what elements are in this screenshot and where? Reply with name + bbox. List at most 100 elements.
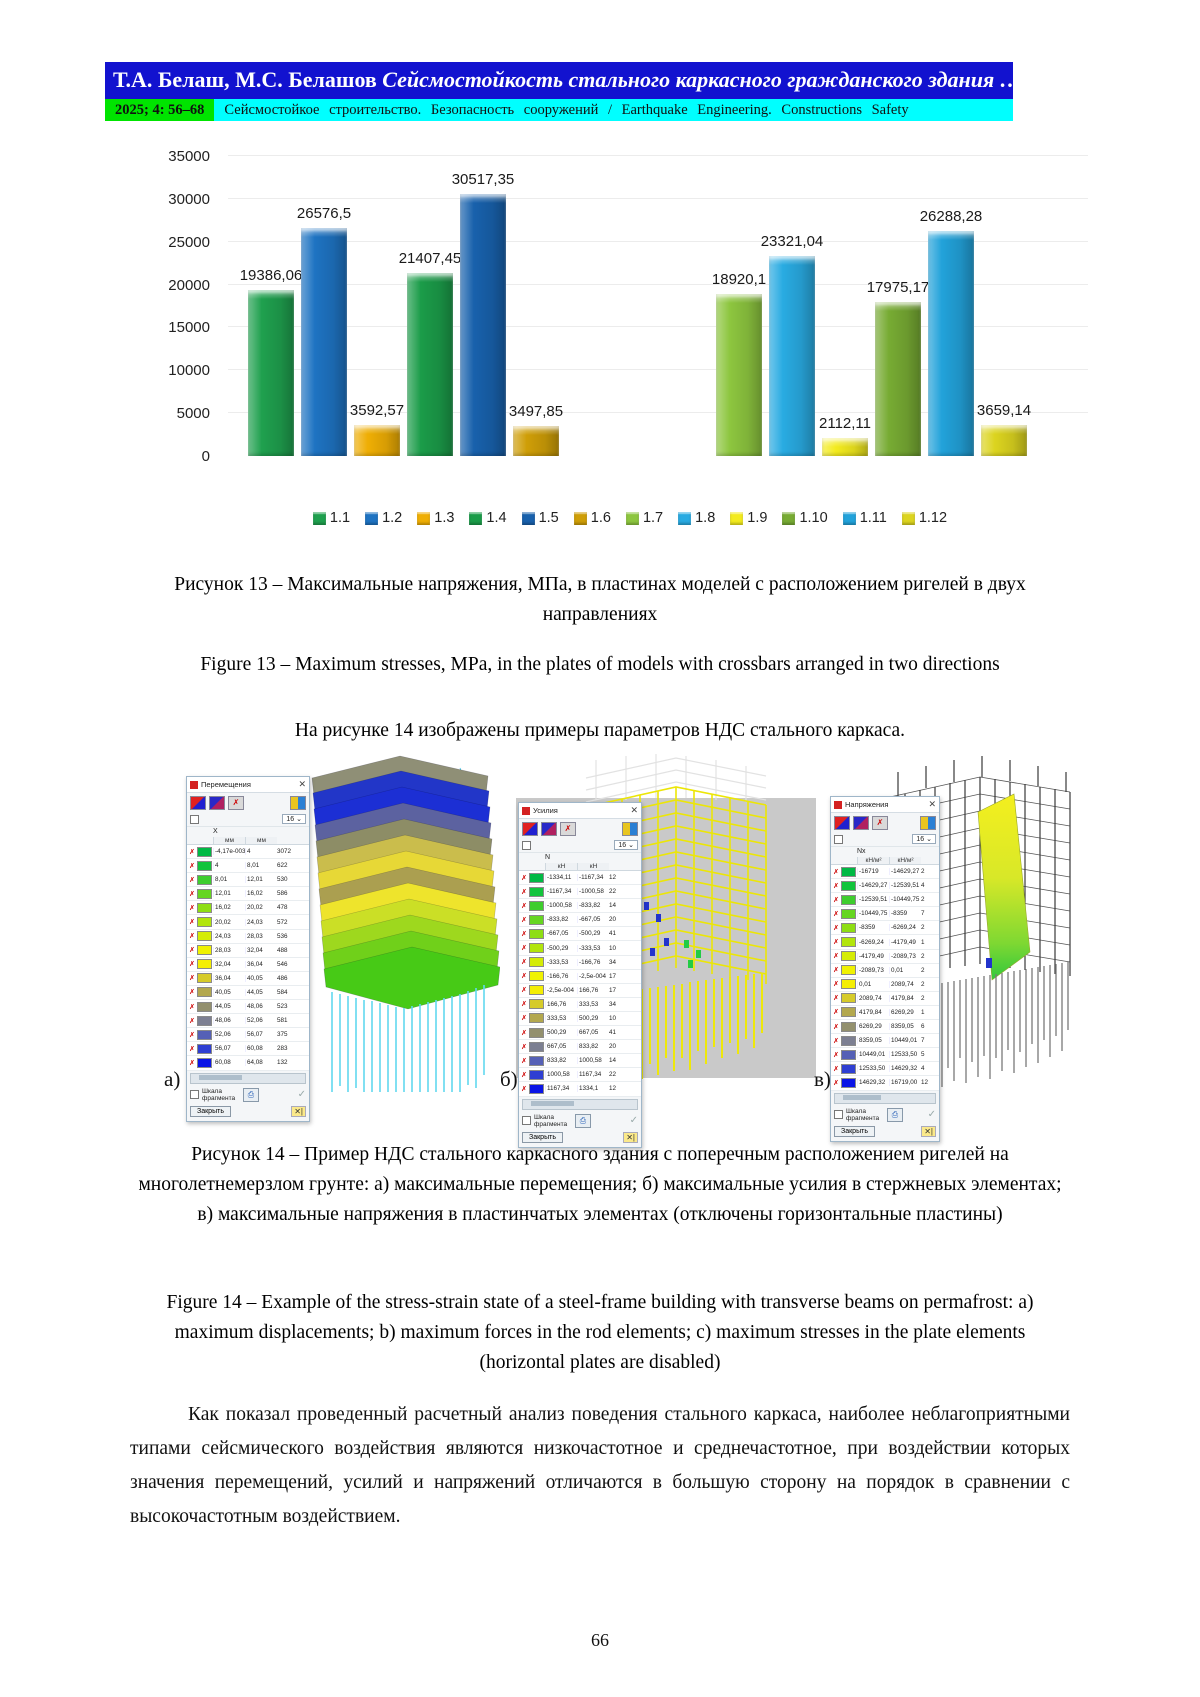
horizontal-scrollbar[interactable]: [522, 1098, 638, 1110]
axes-icon[interactable]: ✕|: [291, 1105, 306, 1117]
scale-row[interactable]: ✗ -4179,49 -2089,73 2: [831, 950, 939, 964]
levels-dropdown[interactable]: 16 ⌄: [912, 834, 936, 844]
horizontal-scrollbar[interactable]: [190, 1072, 306, 1084]
scale-row[interactable]: ✗ 52,06 56,07 375: [187, 1028, 309, 1043]
scale-row[interactable]: ✗ 8,01 12,01 530: [187, 873, 309, 888]
horizontal-scrollbar[interactable]: [834, 1092, 936, 1104]
isolines-icon[interactable]: [541, 822, 557, 836]
scale-row[interactable]: ✗ -8359 -6269,24 2: [831, 921, 939, 936]
fragment-scale-checkbox[interactable]: [834, 1110, 843, 1119]
close-button[interactable]: Закрыть: [522, 1131, 563, 1143]
close-button[interactable]: Закрыть: [834, 1125, 875, 1137]
scale-row[interactable]: ✗ 0,01 2089,74 2: [831, 978, 939, 992]
scale-color-swatch: [841, 866, 856, 877]
dialog-titlebar[interactable]: Перемещения ✕: [187, 777, 309, 793]
snapshot-button[interactable]: ⎙: [575, 1113, 591, 1128]
axes-icon[interactable]: ✕|: [921, 1125, 936, 1137]
clear-icon[interactable]: ✗: [228, 796, 244, 810]
close-icon[interactable]: ✕: [630, 805, 638, 815]
scale-row[interactable]: ✗ 500,29 667,05 41: [519, 1026, 641, 1041]
scale-row[interactable]: ✗ 36,04 40,05 486: [187, 972, 309, 986]
close-icon[interactable]: ✕: [298, 779, 306, 789]
axes-icon[interactable]: ✕|: [623, 1131, 638, 1143]
color-scale-table[interactable]: ✗ -4,17e-003 4 3072 ✗ 4 8,01 622 ✗ 8,01 12,01 530 ✗ 1…: [187, 845, 309, 1071]
scale-row[interactable]: ✗ 12533,50 14629,32 4: [831, 1062, 939, 1077]
scale-row[interactable]: ✗ -1334,11 -1167,34 12: [519, 871, 641, 886]
scale-row[interactable]: ✗ 2089,74 4179,84 2: [831, 992, 939, 1006]
scale-row[interactable]: ✗ 32,04 36,04 546: [187, 958, 309, 972]
scale-row[interactable]: ✗ -667,05 -500,29 41: [519, 927, 641, 942]
fragment-scale-checkbox[interactable]: [190, 1090, 199, 1099]
scale-row[interactable]: ✗ 166,76 333,53 34: [519, 998, 641, 1012]
scale-row[interactable]: ✗ -16719 -14629,27 2: [831, 865, 939, 880]
scale-row[interactable]: ✗ 48,06 52,06 581: [187, 1014, 309, 1029]
levels-dropdown[interactable]: 16 ⌄: [282, 814, 306, 824]
scale-checkbox[interactable]: [834, 834, 843, 844]
gridline: [228, 283, 1088, 285]
apply-icon[interactable]: ✓: [927, 1109, 936, 1120]
levels-dropdown[interactable]: 16 ⌄: [614, 840, 638, 850]
scale-row[interactable]: ✗ -500,29 -333,53 10: [519, 941, 641, 956]
scale-row[interactable]: ✗ -4,17e-003 4 3072: [187, 845, 309, 860]
snapshot-button[interactable]: ⎙: [243, 1087, 259, 1102]
clear-icon[interactable]: ✗: [872, 816, 888, 830]
isofields-icon[interactable]: [522, 822, 538, 836]
scale-row[interactable]: ✗ 16,02 20,02 478: [187, 901, 309, 916]
scale-row[interactable]: ✗ 333,53 500,29 10: [519, 1012, 641, 1027]
scale-row[interactable]: ✗ -833,82 -667,05 20: [519, 913, 641, 928]
axis-tab[interactable]: X: [187, 826, 309, 837]
close-button[interactable]: Закрыть: [190, 1105, 231, 1117]
scale-row[interactable]: ✗ -14629,27 -12539,51 4: [831, 879, 939, 894]
apply-icon[interactable]: ✓: [629, 1115, 638, 1126]
scale-row[interactable]: ✗ 8359,05 10449,01 7: [831, 1034, 939, 1049]
scale-row[interactable]: ✗ 44,05 48,06 523: [187, 1000, 309, 1015]
palette-icon[interactable]: [920, 816, 936, 830]
scale-checkbox[interactable]: [190, 814, 199, 824]
scale-row[interactable]: ✗ 4 8,01 622: [187, 859, 309, 874]
close-icon[interactable]: ✕: [928, 799, 936, 809]
isofields-icon[interactable]: [190, 796, 206, 810]
stress-component-tab[interactable]: Nx: [831, 846, 939, 857]
dialog-titlebar[interactable]: Напряжения ✕: [831, 797, 939, 813]
scale-row[interactable]: ✗ -1000,58 -833,82 14: [519, 899, 641, 914]
scale-row[interactable]: ✗ 4179,84 6269,29 1: [831, 1006, 939, 1021]
legend-swatch: [469, 511, 483, 525]
palette-icon[interactable]: [622, 822, 638, 836]
scale-checkbox[interactable]: [522, 840, 531, 850]
scale-row[interactable]: ✗ -10449,75 -8359 7: [831, 907, 939, 922]
dialog-titlebar[interactable]: Усилия ✕: [519, 803, 641, 819]
apply-icon[interactable]: ✓: [297, 1089, 306, 1100]
scale-row[interactable]: ✗ 1167,34 1334,1 12: [519, 1082, 641, 1097]
isolines-icon[interactable]: [853, 816, 869, 830]
color-scale-table[interactable]: ✗ -1334,11 -1167,34 12 ✗ -1167,34 -1000,58 22 ✗ -…: [519, 871, 641, 1097]
scale-row[interactable]: ✗ 1000,58 1167,34 22: [519, 1068, 641, 1083]
scale-row[interactable]: ✗ 6269,29 8359,05 6: [831, 1020, 939, 1035]
scale-row[interactable]: ✗ 667,05 833,82 20: [519, 1040, 641, 1055]
color-scale-table[interactable]: ✗ -16719 -14629,27 2 ✗ -14629,27 -12539,51 4 ✗ -1…: [831, 865, 939, 1091]
scale-row[interactable]: ✗ 20,02 24,03 572: [187, 915, 309, 930]
scale-row[interactable]: ✗ 833,82 1000,58 14: [519, 1054, 641, 1069]
scale-row[interactable]: ✗ -1167,34 -1000,58 22: [519, 885, 641, 900]
force-component-tab[interactable]: N: [519, 852, 641, 863]
scale-row[interactable]: ✗ -166,76 -2,5e-004 17: [519, 970, 641, 984]
legend-item-1.10: 1.10: [782, 510, 828, 526]
scale-row[interactable]: ✗ 14629,32 16719,00 12: [831, 1076, 939, 1091]
scale-row[interactable]: ✗ 10449,01 12533,50 5: [831, 1048, 939, 1063]
scale-row[interactable]: ✗ 56,07 60,08 283: [187, 1042, 309, 1057]
isofields-icon[interactable]: [834, 816, 850, 830]
scale-row[interactable]: ✗ -2,5e-004 166,76 17: [519, 984, 641, 998]
scale-row[interactable]: ✗ -6269,24 -4179,49 1: [831, 935, 939, 950]
scale-row[interactable]: ✗ -12539,51 -10449,75 2: [831, 893, 939, 908]
scale-row[interactable]: ✗ 24,03 28,03 536: [187, 930, 309, 944]
isolines-icon[interactable]: [209, 796, 225, 810]
clear-icon[interactable]: ✗: [560, 822, 576, 836]
scale-row[interactable]: ✗ -2089,73 0,01 2: [831, 964, 939, 978]
scale-row[interactable]: ✗ 12,01 16,02 586: [187, 887, 309, 902]
scale-row[interactable]: ✗ 40,05 44,05 584: [187, 986, 309, 1001]
scale-row[interactable]: ✗ -333,53 -166,76 34: [519, 956, 641, 970]
scale-row[interactable]: ✗ 28,03 32,04 488: [187, 944, 309, 958]
palette-icon[interactable]: [290, 796, 306, 810]
scale-row[interactable]: ✗ 60,08 64,08 132: [187, 1056, 309, 1071]
fragment-scale-checkbox[interactable]: [522, 1116, 531, 1125]
snapshot-button[interactable]: ⎙: [887, 1107, 903, 1122]
